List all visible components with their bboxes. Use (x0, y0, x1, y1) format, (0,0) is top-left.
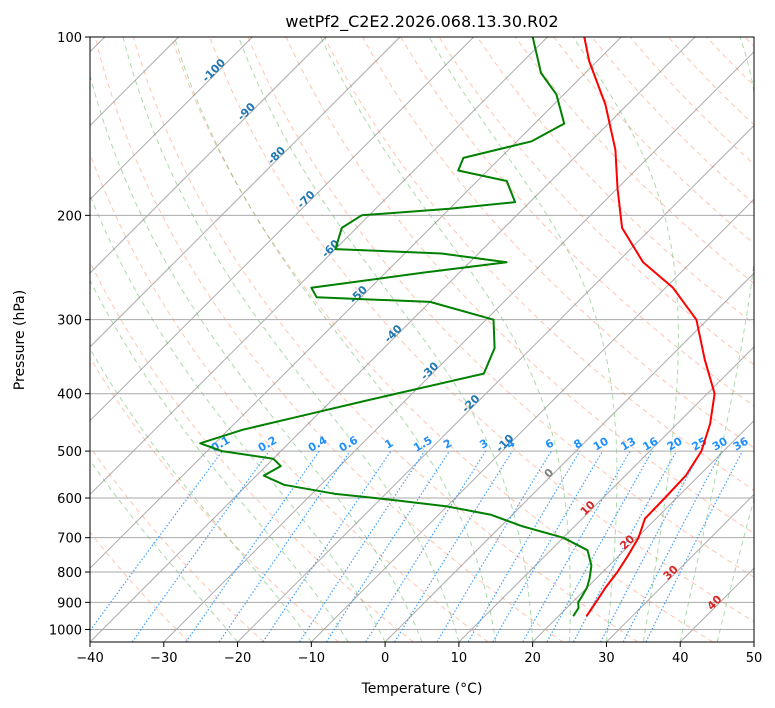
dewpoint-profile-line (199, 37, 593, 617)
moist-adiabat-line (90, 73, 423, 642)
x-tick-label: 10 (451, 651, 468, 666)
data-layer (199, 37, 716, 617)
isotherm-line (384, 272, 754, 642)
x-tick-label: 40 (672, 651, 689, 666)
x-tick-label: −10 (298, 651, 325, 666)
y-tick-label: 400 (57, 388, 82, 403)
dry-adiabat-line (400, 37, 754, 407)
isotherm-line (310, 198, 754, 642)
mixing-ratio-line (394, 450, 513, 642)
isotherm-line (90, 37, 475, 422)
isotherm-line (90, 37, 401, 348)
moist-adiabat-line (90, 459, 238, 642)
moist-adiabat-line (122, 37, 460, 642)
moist-adiabat-line (90, 193, 386, 642)
dry-adiabat-line (90, 531, 190, 642)
moist-adiabat-line (90, 347, 312, 642)
mixing-ratio-line (622, 450, 723, 642)
isotherm-line (237, 124, 754, 642)
y-tick-label: 600 (57, 492, 82, 507)
x-axis-label: Temperature (°C) (361, 681, 483, 697)
isotherm-line (90, 37, 696, 642)
moist-adiabat-line (428, 37, 618, 642)
x-tick-label: 30 (598, 651, 615, 666)
mixing-ratio-line (90, 450, 223, 632)
x-tick-label: 0 (381, 651, 389, 666)
chart-title: wetPf2_C2E2.2026.068.13.30.R02 (285, 12, 558, 32)
plot-frame (89, 36, 755, 643)
dry-adiabat-line (209, 37, 754, 623)
y-tick-label: 200 (57, 209, 82, 224)
isotherm-line (90, 37, 622, 569)
y-tick-label: 700 (57, 532, 82, 547)
mixing-ratio-line (546, 450, 653, 642)
dry-adiabat-line (323, 37, 754, 491)
isotherm-line (90, 37, 327, 274)
y-tick-label: 500 (57, 445, 82, 460)
x-tick-label: 50 (746, 651, 763, 666)
mixing-ratio-line (185, 450, 320, 642)
moist-adiabat-line (238, 37, 534, 642)
x-tick-label: −30 (150, 651, 177, 666)
y-tick-label: 900 (57, 596, 82, 611)
mixing-ratio-line (299, 450, 426, 642)
y-tick-label: 800 (57, 566, 82, 581)
isotherm-line (90, 37, 253, 201)
x-tick-label: 20 (524, 651, 541, 666)
mixing-ratio-line (131, 450, 270, 642)
isotherm-line (458, 346, 754, 642)
moist-adiabat-line (173, 37, 497, 642)
dry-adiabat-line (94, 37, 564, 642)
mixing-ratio-line (645, 450, 744, 642)
mixing-ratio-line (218, 450, 351, 642)
x-tick-label: −40 (76, 651, 103, 666)
tick-layer: −40 −30 −20 −10 0 10 20 30 40 50 100 200 300 400 500 60… (49, 31, 762, 666)
y-tick-label: 1000 (49, 623, 82, 638)
isotherm-line (163, 51, 754, 642)
isotherm-line (90, 37, 548, 496)
isotherm-line (532, 419, 754, 642)
dry-adiabat-line (132, 37, 639, 642)
dry-adiabat-line (90, 260, 414, 642)
mixing-ratio-line (325, 450, 451, 642)
isotherm-line (606, 493, 754, 642)
moist-adiabat-line (320, 37, 571, 642)
y-tick-label: 100 (57, 31, 82, 46)
y-axis-label: Pressure (hPa) (12, 290, 28, 390)
mixing-ratio-line (600, 450, 702, 642)
mixing-ratio-line (492, 450, 604, 642)
x-tick-label: −20 (224, 651, 251, 666)
y-tick-label: 300 (57, 314, 82, 329)
dry-adiabat-line (438, 37, 754, 366)
dry-adiabat-line (90, 356, 339, 642)
grid-layer (90, 37, 754, 642)
dry-adiabat-line (247, 37, 754, 578)
temperature-profile-line (583, 37, 716, 617)
moist-adiabat-line (572, 37, 679, 642)
mixing-ratio-line (522, 450, 631, 642)
mixing-ratio-line (365, 450, 487, 642)
